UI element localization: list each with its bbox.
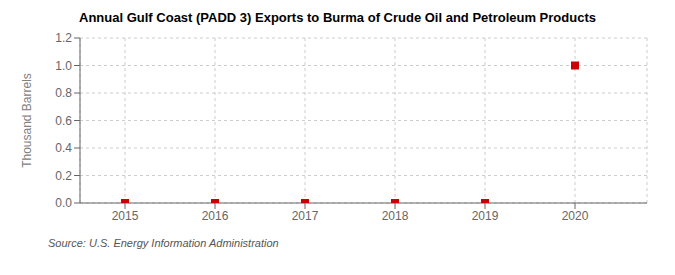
svg-text:1.0: 1.0 [55,59,72,73]
svg-text:2017: 2017 [292,209,319,223]
html-text:Source: U.S. Energy Informatio: Source: U.S. Energy Information Administ… [48,237,279,249]
svg-text:2019: 2019 [472,209,499,223]
svg-text:0.2: 0.2 [55,169,72,183]
svg-text:Thousand Barrels: Thousand Barrels [20,73,34,168]
svg-text:2016: 2016 [202,209,229,223]
svg-text:2020: 2020 [562,209,589,223]
svg-text:2015: 2015 [112,209,139,223]
svg-text:1.2: 1.2 [55,31,72,45]
svg-text:0.6: 0.6 [55,114,72,128]
html-text:Annual Gulf Coast (PADD 3) Exp: Annual Gulf Coast (PADD 3) Exports to Bu… [79,10,596,25]
svg-text:0.4: 0.4 [55,141,72,155]
svg-text:2018: 2018 [382,209,409,223]
svg-text:0.8: 0.8 [55,86,72,100]
svg-text:0.0: 0.0 [55,196,72,210]
